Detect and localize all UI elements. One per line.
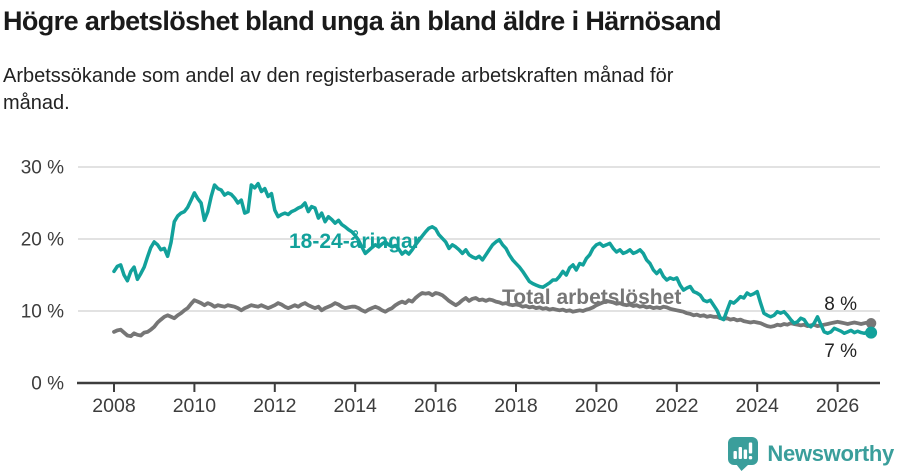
x-axis-tick-label: 2020 — [575, 395, 619, 417]
x-axis-tick-label: 2022 — [655, 395, 698, 417]
chart-header: Högre arbetslöshet bland unga än bland ä… — [3, 6, 897, 117]
x-axis-tick-label: 2018 — [494, 395, 537, 417]
end-value-label-youth: 7 % — [824, 341, 857, 362]
series-line-youth — [112, 181, 873, 336]
y-axis-tick-label: 30 % — [21, 158, 64, 179]
y-axis-tick-label: 0 % — [31, 374, 64, 395]
y-axis-tick-label: 10 % — [21, 302, 64, 323]
y-axis-tick-label: 20 % — [21, 230, 64, 251]
newsworthy-logo: Newsworthy — [727, 436, 894, 471]
end-value-label-total: 8 % — [824, 294, 857, 315]
unemployment-line-chart: 0 % 10 % 20 % 30 % 2008 2010 2012 2014 2016 2018 2… — [21, 158, 880, 417]
newsworthy-logo-icon — [728, 437, 759, 471]
x-axis-tick-label: 2016 — [414, 395, 457, 417]
subtitle-line-1: Arbetssökande som andel av den registerb… — [3, 65, 674, 87]
series-label-youth: 18-24-åringar — [289, 230, 421, 253]
chart-subtitle: Arbetssökande som andel av den registerb… — [3, 63, 897, 117]
brand-name: Newsworthy — [767, 440, 894, 466]
x-axis-tick-label: 2010 — [173, 395, 217, 417]
x-axis-tick-label: 2024 — [736, 395, 780, 417]
x-axis-tick-label: 2008 — [92, 395, 135, 417]
x-axis-tick-label: 2012 — [253, 395, 296, 417]
subtitle-line-2: månad. — [3, 92, 70, 114]
x-axis-tick-label: 2026 — [816, 395, 859, 417]
series-label-total: Total arbetslöshet — [502, 286, 681, 309]
page-title: Högre arbetslöshet bland unga än bland ä… — [3, 6, 722, 36]
x-axis-tick-label: 2014 — [334, 395, 378, 417]
series-end-dot-total — [865, 318, 877, 329]
series-end-dot-youth — [865, 326, 878, 339]
series-line-total — [112, 291, 873, 339]
